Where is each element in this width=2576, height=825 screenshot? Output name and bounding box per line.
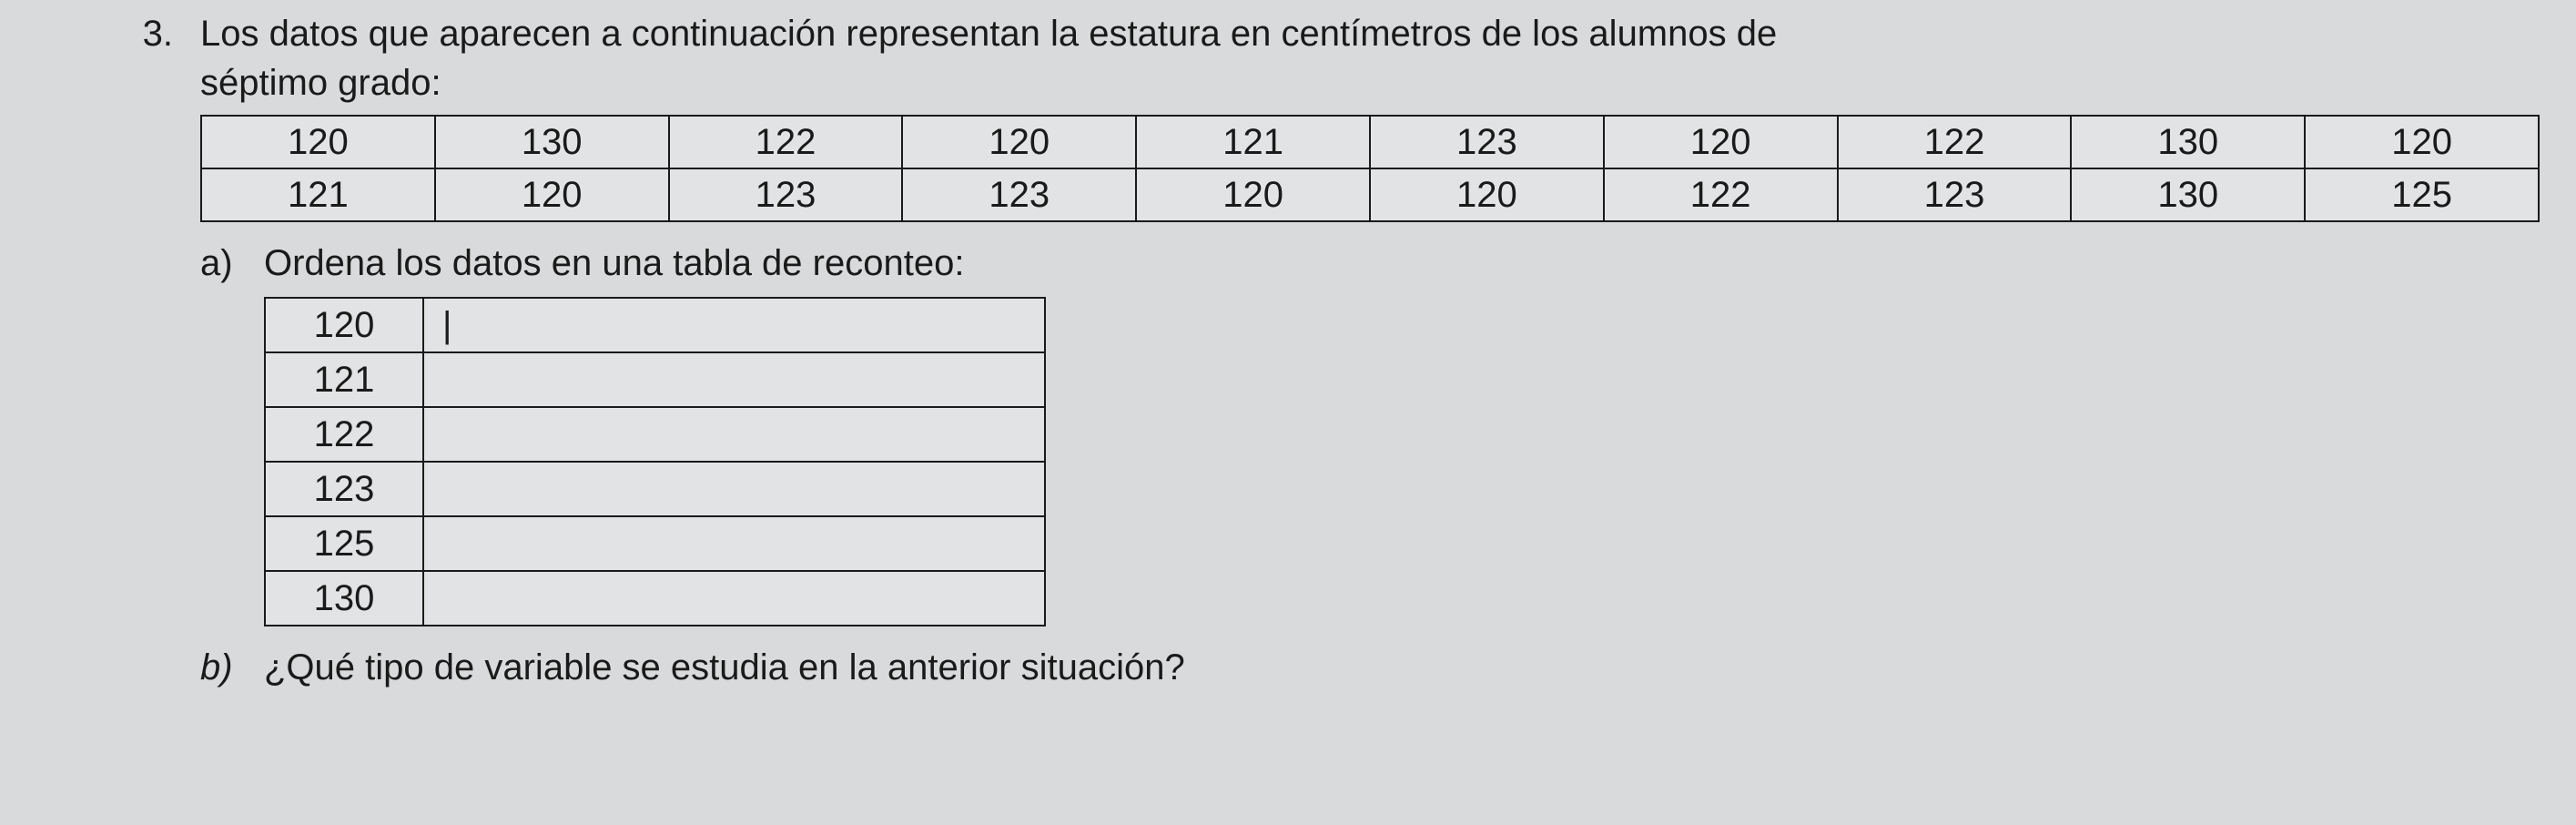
data-cell: 122 (1838, 116, 2072, 168)
data-cell: 120 (435, 168, 669, 221)
data-cell: 125 (2305, 168, 2539, 221)
data-cell: 120 (2305, 116, 2539, 168)
tally-value (423, 352, 1045, 407)
data-cell: 120 (201, 116, 435, 168)
data-cell: 130 (2071, 116, 2305, 168)
part-b-label: b) (200, 643, 264, 692)
table-row: 120 130 122 120 121 123 120 122 130 120 (201, 116, 2539, 168)
data-cell: 123 (1370, 116, 1604, 168)
table-row: 121 (265, 352, 1045, 407)
question-text-line1: Los datos que aparecen a continuación re… (200, 9, 2540, 58)
table-row: 123 (265, 462, 1045, 516)
data-cell: 123 (669, 168, 903, 221)
tally-value (423, 407, 1045, 462)
data-cell: 121 (1136, 116, 1370, 168)
tally-key: 125 (265, 516, 423, 571)
part-b-prompt: ¿Qué tipo de variable se estudia en la a… (264, 643, 2540, 692)
question-body: Los datos que aparecen a continuación re… (200, 9, 2576, 239)
tally-table: 120 | 121 122 123 125 (264, 297, 1046, 626)
tally-key: 121 (265, 352, 423, 407)
tally-value (423, 516, 1045, 571)
data-cell: 120 (1604, 116, 1838, 168)
tally-key: 120 (265, 298, 423, 352)
part-b-header: b) ¿Qué tipo de variable se estudia en l… (200, 643, 2540, 692)
data-cell: 121 (201, 168, 435, 221)
worksheet-page: 3. Los datos que aparecen a continuación… (0, 0, 2576, 825)
tally-key: 122 (265, 407, 423, 462)
data-table: 120 130 122 120 121 123 120 122 130 120 … (200, 115, 2540, 222)
data-cell: 120 (1136, 168, 1370, 221)
data-cell: 120 (1370, 168, 1604, 221)
part-b: b) ¿Qué tipo de variable se estudia en l… (0, 643, 2576, 692)
tally-value: | (423, 298, 1045, 352)
part-b-body: b) ¿Qué tipo de variable se estudia en l… (200, 643, 2576, 692)
part-a-body: a) Ordena los datos en una tabla de reco… (200, 239, 2576, 643)
data-cell: 120 (902, 116, 1136, 168)
data-cell: 122 (1604, 168, 1838, 221)
data-cell: 123 (1838, 168, 2072, 221)
table-row: 130 (265, 571, 1045, 626)
data-cell: 130 (2071, 168, 2305, 221)
table-row: 120 | (265, 298, 1045, 352)
tally-key: 130 (265, 571, 423, 626)
data-cell: 122 (669, 116, 903, 168)
part-a: a) Ordena los datos en una tabla de reco… (0, 239, 2576, 643)
data-cell: 130 (435, 116, 669, 168)
part-a-label: a) (200, 239, 264, 288)
tally-value (423, 571, 1045, 626)
table-row: 121 120 123 123 120 120 122 123 130 125 (201, 168, 2539, 221)
data-cell: 123 (902, 168, 1136, 221)
part-a-header: a) Ordena los datos en una tabla de reco… (200, 239, 2540, 288)
question-number: 3. (0, 9, 200, 58)
table-row: 125 (265, 516, 1045, 571)
tally-key: 123 (265, 462, 423, 516)
tally-value (423, 462, 1045, 516)
question-text-line2: séptimo grado: (200, 58, 2540, 107)
part-a-prompt: Ordena los datos en una tabla de reconte… (264, 239, 2540, 288)
question-3: 3. Los datos que aparecen a continuación… (0, 9, 2576, 239)
table-row: 122 (265, 407, 1045, 462)
